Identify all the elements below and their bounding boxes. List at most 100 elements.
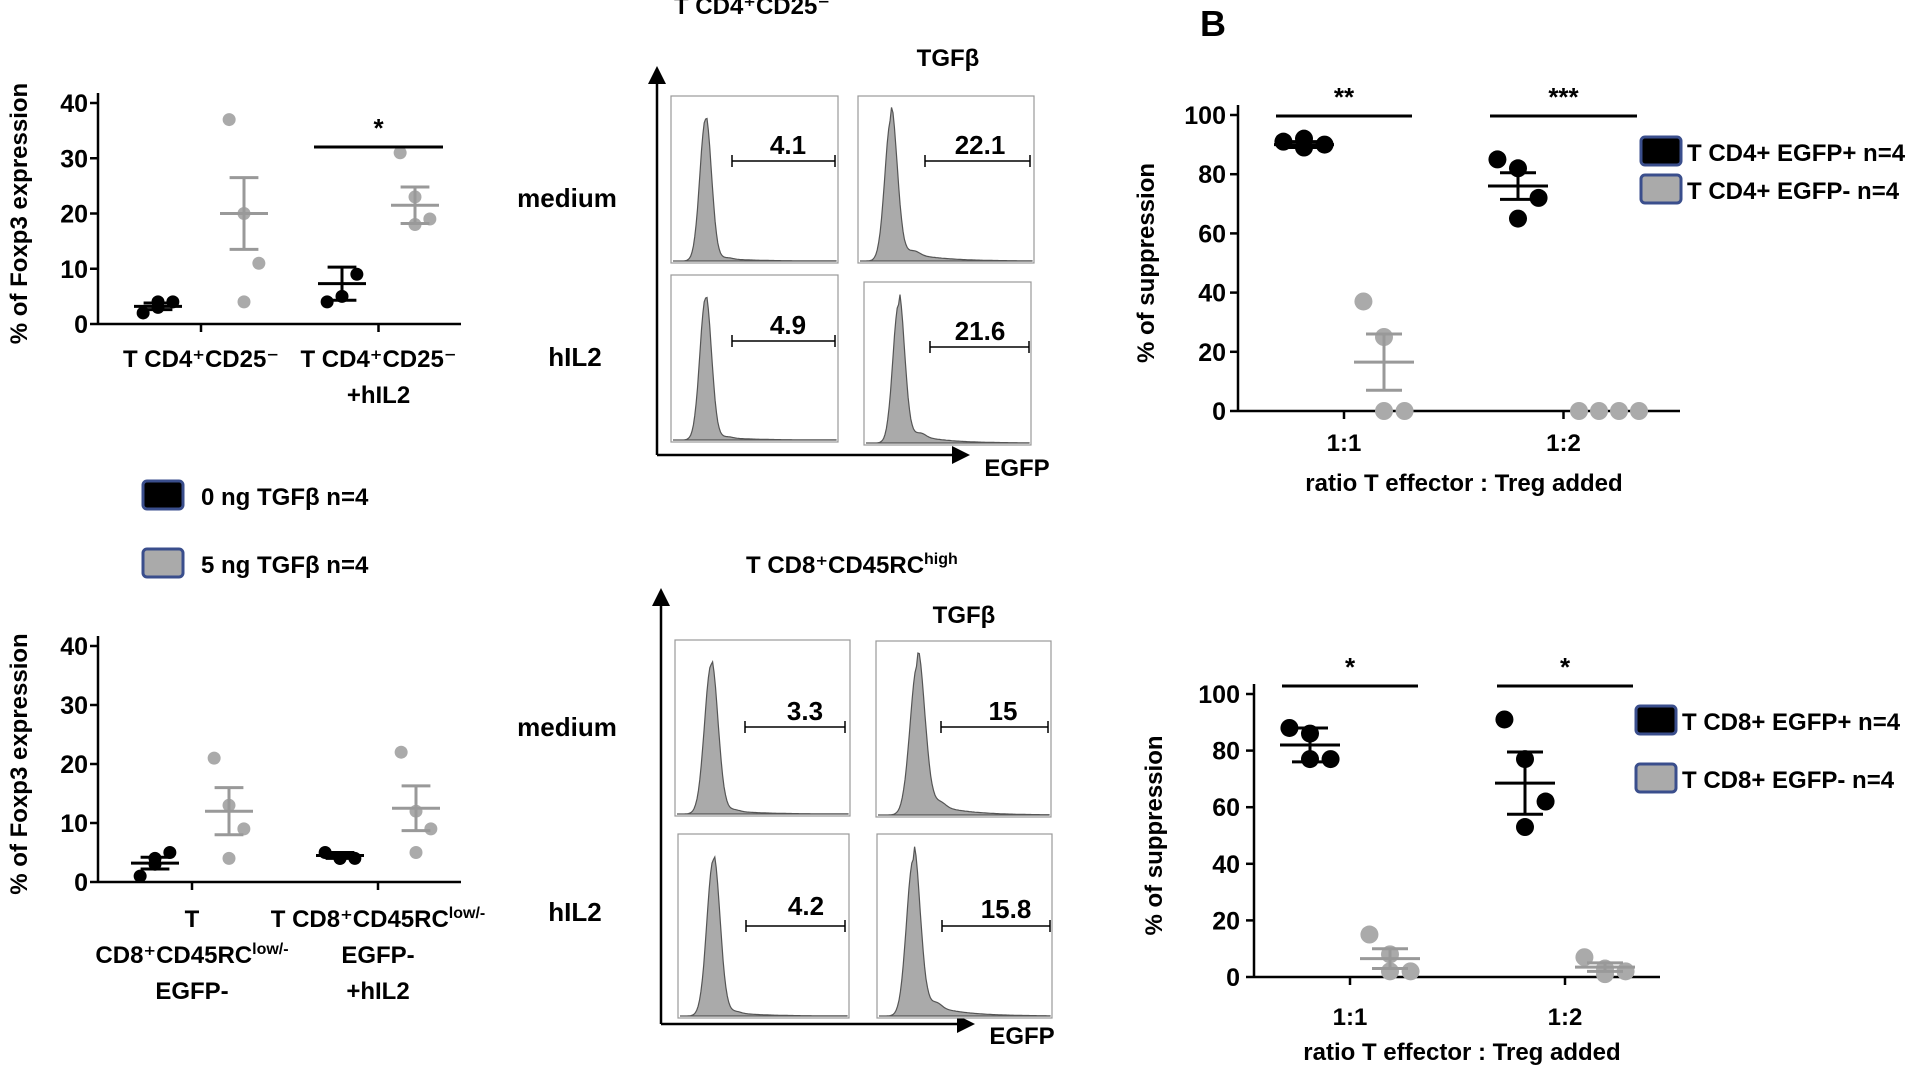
- data-point: [394, 745, 408, 759]
- y-tick-label: 0: [74, 869, 88, 897]
- flow-cd4-tgfb-header: TGFβ: [917, 45, 980, 72]
- flow-cd8-row-medium: medium: [517, 712, 617, 742]
- panel-label-b: B: [1200, 3, 1226, 44]
- y-tick-label: 60: [1212, 794, 1240, 822]
- y-tick-label: 100: [1198, 681, 1240, 709]
- suppression-cd4-chart: 0 20 40 60 80 100 1:1 1:2 % of suppression ratio …: [1133, 82, 1906, 497]
- flow-cd8-x-arrowhead: [957, 1015, 975, 1033]
- y-tick-label: 100: [1184, 102, 1226, 130]
- legend-swatch-0ng: [141, 479, 185, 511]
- histogram: [866, 294, 1030, 444]
- y-tick-label: 20: [60, 751, 88, 779]
- foxp3-cd4-chart: 0 10 20 30 40 T CD4⁺CD25⁻ T CD4⁺CD25⁻ +hIL2 % of…: [6, 83, 461, 409]
- significance-stars: **: [1334, 82, 1355, 112]
- data-point: [1570, 402, 1588, 420]
- data-point: [424, 822, 438, 836]
- significance-stars: *: [1560, 652, 1571, 682]
- category-label: 1:1: [1327, 430, 1362, 457]
- data-point: [1488, 150, 1507, 169]
- legend-label-0ng: 0 ng TGFβ n=4: [201, 484, 369, 511]
- legend-label: T CD8+ EGFP- n=4: [1682, 767, 1895, 794]
- flow-cd4-axis-egfp: EGFP: [984, 455, 1049, 482]
- data-point: [1596, 965, 1614, 984]
- flow-cd8-header: T CD8⁺CD45RChigh: [746, 551, 958, 579]
- category-label: CD8⁺CD45RClow/-: [95, 941, 288, 969]
- significance-stars: ***: [1548, 82, 1579, 112]
- flow-cd8-tgfb-header: TGFβ: [933, 602, 996, 629]
- y-tick-label: 0: [1212, 398, 1226, 426]
- significance-stars: *: [373, 113, 384, 143]
- legend-label-5ng: 5 ng TGFβ n=4: [201, 552, 369, 579]
- category-label: +hIL2: [346, 978, 409, 1005]
- histogram: [878, 652, 1050, 816]
- data-point: [237, 822, 251, 836]
- data-point: [1321, 750, 1340, 769]
- y-tick-label: 30: [60, 145, 88, 173]
- y-tick-label: 20: [1212, 907, 1240, 935]
- y-axis-label: % of Foxp3 expression: [6, 83, 33, 344]
- legend-label: T CD4+ EGFP+ n=4: [1687, 140, 1906, 167]
- data-point: [1495, 710, 1514, 729]
- data-point: [1610, 402, 1628, 420]
- flow-cd8-hil2-tgfb-value: 15.8: [981, 894, 1032, 924]
- category-label: EGFP-: [341, 942, 414, 969]
- flow-cd4-y-arrowhead: [648, 66, 666, 84]
- y-tick-label: 20: [1198, 339, 1226, 367]
- legend-swatch: [1639, 173, 1683, 205]
- data-point: [222, 851, 236, 865]
- data-point: [222, 113, 236, 127]
- data-point: [1529, 188, 1548, 207]
- foxp3-cd8-chart: 0 10 20 30 40 T CD8⁺CD45RClow/- EGFP- T CD8⁺CD45…: [6, 633, 485, 1005]
- flow-cd8-row-hil2: hIL2: [548, 897, 601, 927]
- flow-cd8-plot-medium-tgfb: 15: [875, 640, 1052, 818]
- y-tick-label: 40: [60, 633, 88, 661]
- y-axis-label: % of suppression: [1133, 163, 1160, 363]
- y-tick-label: 30: [60, 692, 88, 720]
- flow-cd8-block: T CD8⁺CD45RChigh TGFβ medium hIL2 EGFP 3…: [517, 551, 1055, 1050]
- category-label: T CD4⁺CD25⁻: [123, 346, 279, 373]
- y-tick-label: 40: [1198, 280, 1226, 308]
- flow-cd4-hil2-tgfb-value: 21.6: [955, 316, 1006, 346]
- category-label: 1:2: [1546, 430, 1581, 457]
- y-axis-label: % of Foxp3 expression: [6, 633, 33, 894]
- data-point: [1536, 792, 1555, 811]
- y-axis-label: % of suppression: [1141, 735, 1168, 935]
- legend-swatch: [1639, 135, 1683, 167]
- data-point: [1395, 402, 1414, 420]
- histogram: [673, 296, 837, 441]
- category-label: EGFP-: [155, 978, 228, 1005]
- data-point: [252, 256, 266, 270]
- legend-label: T CD8+ EGFP+ n=4: [1682, 709, 1901, 736]
- x-axis-label: ratio T effector : Treg added: [1303, 1039, 1620, 1066]
- flow-cd4-x-arrowhead: [952, 446, 970, 464]
- data-point: [1375, 402, 1393, 420]
- flow-cd4-medium-tgfb-value: 22.1: [955, 130, 1006, 160]
- data-point: [1590, 402, 1608, 420]
- significance-stars: *: [1345, 652, 1356, 682]
- histogram: [677, 660, 849, 815]
- legend-label: T CD4+ EGFP- n=4: [1687, 178, 1900, 205]
- x-axis-label: ratio T effector : Treg added: [1305, 470, 1622, 497]
- y-tick-label: 0: [74, 311, 88, 339]
- category-label: 1:2: [1548, 1004, 1583, 1031]
- histogram: [879, 846, 1051, 1017]
- flow-cd8-y-arrowhead: [652, 588, 670, 606]
- data-point: [1630, 402, 1648, 420]
- category-label: T: [185, 906, 200, 933]
- data-point: [393, 146, 407, 160]
- y-tick-label: 80: [1198, 161, 1226, 189]
- category-label: T CD8⁺CD45RClow/-: [271, 905, 485, 933]
- flow-cd4-block: T CD4⁺CD25⁻ TGFβ medium hIL2 EGFP 4.1 22…: [517, 0, 1050, 482]
- data-point: [1354, 292, 1373, 311]
- data-point: [1360, 925, 1379, 944]
- y-tick-label: 20: [60, 201, 88, 229]
- flow-cd8-hil2-ctrl-value: 4.2: [788, 891, 824, 921]
- flow-cd4-row-medium: medium: [517, 183, 617, 213]
- suppression-cd8-chart: 0 20 40 60 80 100 1:1 1:2 % of suppression ratio …: [1141, 652, 1901, 1066]
- data-point: [1401, 962, 1420, 981]
- flow-cd4-plot-hil2-ctrl: 4.9: [670, 274, 839, 443]
- data-point: [320, 295, 334, 309]
- legend-swatch-5ng: [141, 547, 185, 579]
- category-label: 1:1: [1333, 1004, 1368, 1031]
